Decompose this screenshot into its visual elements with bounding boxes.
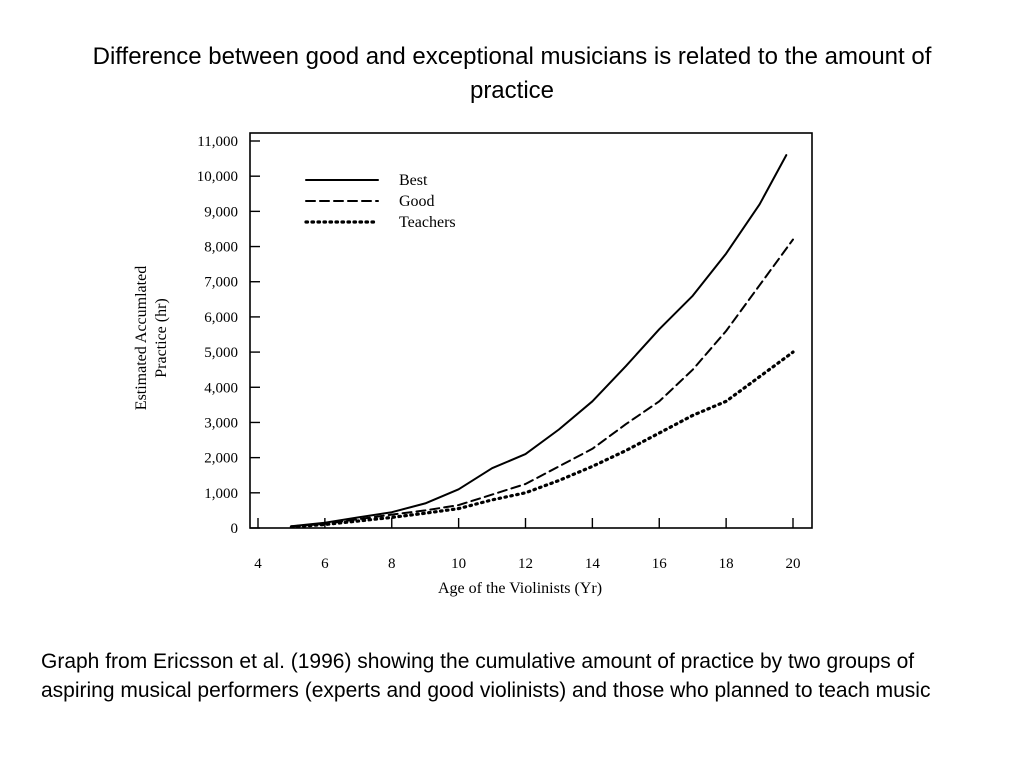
x-axis-label: Age of the Violinists (Yr) (438, 580, 602, 597)
x-tick-label: 10 (451, 556, 466, 572)
y-tick-label: 5,000 (204, 345, 238, 361)
x-tick-label: 4 (254, 556, 262, 572)
y-tick-label: 10,000 (197, 169, 238, 185)
y-tick-label: 8,000 (204, 240, 238, 256)
series-line-teachers (289, 350, 795, 529)
y-tick-label: 3,000 (204, 415, 238, 431)
y-axis-label-line1: Estimated Accumlated (133, 266, 150, 410)
slide-caption: Graph from Ericsson et al. (1996) showin… (41, 650, 931, 702)
legend-label-teachers: Teachers (399, 214, 456, 231)
x-tick-label: 16 (652, 556, 668, 572)
legend-label-best: Best (399, 172, 428, 189)
x-tick-label: 20 (786, 556, 801, 572)
y-tick-label: 6,000 (204, 310, 238, 326)
series-line-good (290, 238, 794, 528)
practice-line-chart: 0 1,000 2,000 3,000 4,000 5,000 6,000 7,000 8,00… (133, 132, 813, 597)
y-tick-label: 7,000 (204, 275, 238, 291)
x-tick-label: 8 (388, 556, 396, 572)
legend-label-good: Good (399, 193, 435, 210)
x-tick-label: 12 (518, 556, 533, 572)
y-tick-label: 4,000 (204, 380, 238, 396)
slide-title: Difference between good and exceptional … (92, 43, 932, 104)
y-tick-label: 1,000 (204, 486, 238, 502)
y-tick-label: 2,000 (204, 451, 238, 467)
x-tick-label: 14 (585, 556, 601, 572)
x-tick-label: 6 (321, 556, 329, 572)
y-tick-label: 11,000 (197, 134, 238, 150)
y-axis-label-line2: Practice (hr) (153, 298, 170, 378)
plot-frame (249, 132, 813, 529)
y-tick-label: 9,000 (204, 204, 238, 220)
x-tick-label: 18 (719, 556, 734, 572)
y-tick-label: 0 (231, 521, 239, 537)
series-line-best (290, 154, 788, 528)
